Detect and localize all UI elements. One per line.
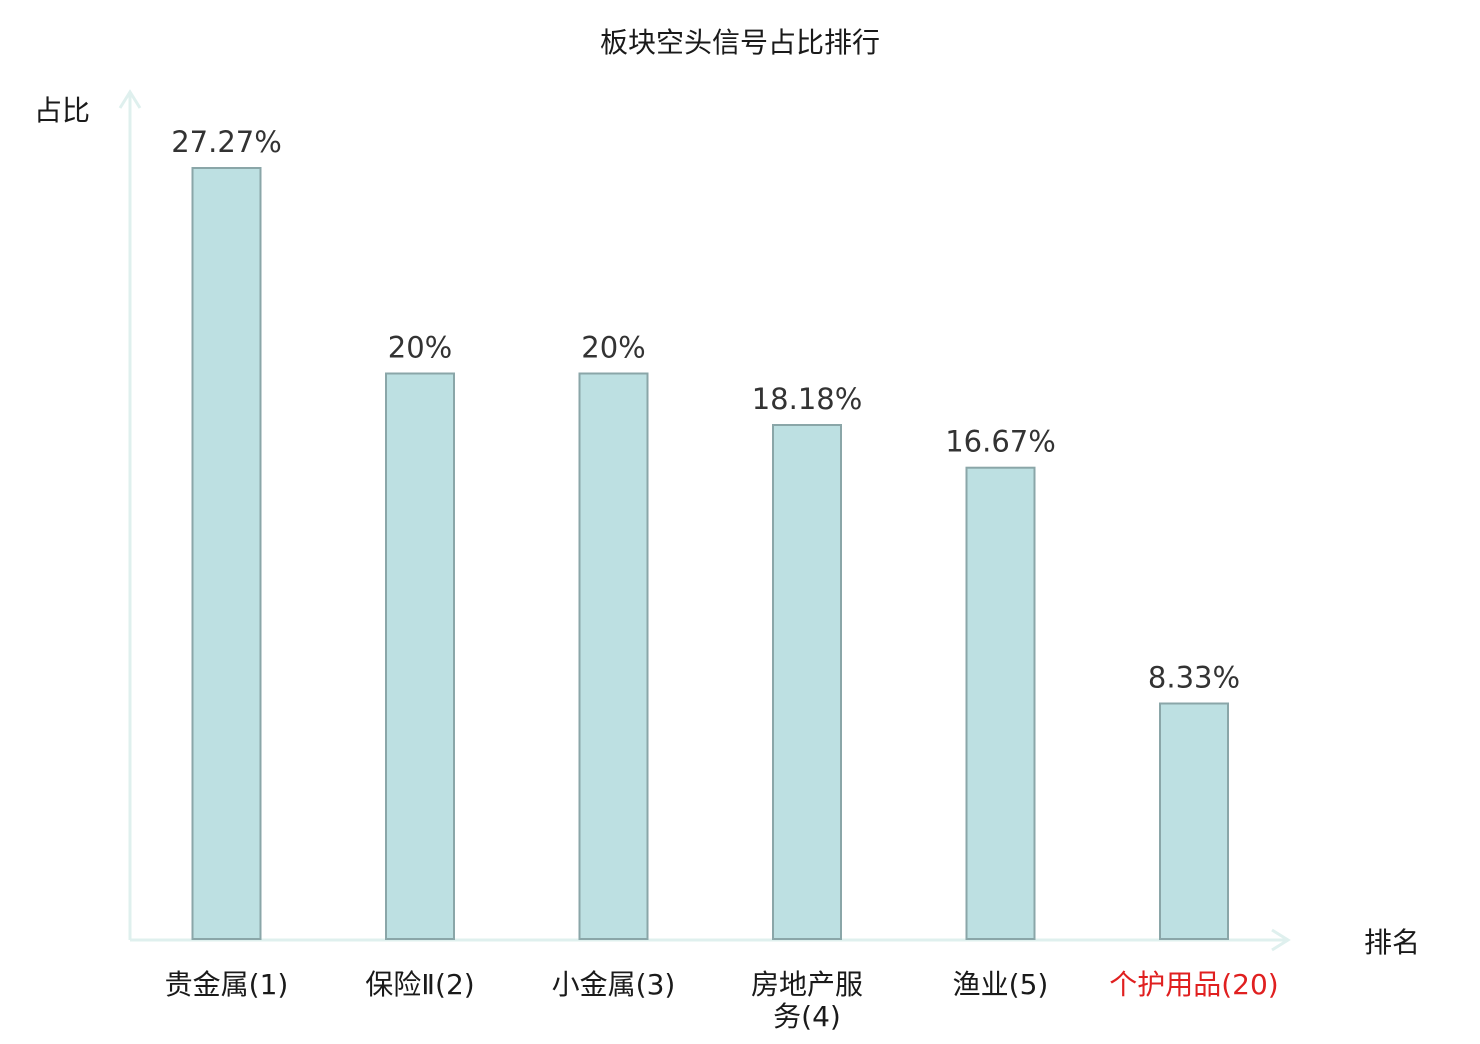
data-label-2: 20% xyxy=(581,331,645,365)
bar-0 xyxy=(191,167,262,940)
category-label-line-3-0: 房地产服 xyxy=(751,968,863,1001)
bars xyxy=(191,167,1229,940)
category-label-1: 保险Ⅱ(2) xyxy=(365,968,474,1001)
y-axis-label: 占比 xyxy=(34,94,90,127)
data-label-0: 27.27% xyxy=(171,125,282,159)
data-label-5: 8.33% xyxy=(1148,661,1240,695)
bar-1 xyxy=(385,372,455,940)
bar-2 xyxy=(578,372,649,940)
y-axis-arrow xyxy=(118,89,142,109)
x-axis-label: 排名 xyxy=(1364,926,1420,959)
data-label-4: 16.67% xyxy=(945,425,1056,459)
category-label-line-1-0: 保险Ⅱ(2) xyxy=(365,968,474,1001)
category-label-line-2-0: 小金属(3) xyxy=(552,968,676,1001)
category-label-5: 个护用品(20) xyxy=(1109,968,1278,1001)
category-label-line-3-1: 务(4) xyxy=(773,1000,841,1033)
bar-3 xyxy=(772,424,842,940)
category-label-line-4-0: 渔业(5) xyxy=(953,968,1049,1001)
data-labels: 27.27% 20% 20% 18.18% 16.67% 8.33% xyxy=(171,125,1240,695)
data-label-3: 18.18% xyxy=(752,382,863,416)
category-label-4: 渔业(5) xyxy=(953,968,1049,1001)
data-label-1: 20% xyxy=(388,331,452,365)
category-label-0: 贵金属(1) xyxy=(165,968,289,1001)
x-axis-arrow xyxy=(1271,928,1291,952)
category-labels: 贵金属(1) 保险Ⅱ(2) 小金属(3) 房地产服务(4) 渔业(5) 个护用品(20) xyxy=(165,968,1279,1033)
bar-4 xyxy=(965,466,1036,940)
category-label-line-0-0: 贵金属(1) xyxy=(165,968,289,1001)
category-label-2: 小金属(3) xyxy=(552,968,676,1001)
bar-5 xyxy=(1159,702,1229,940)
category-label-3: 房地产服务(4) xyxy=(751,968,863,1033)
chart-title: 板块空头信号占比排行 xyxy=(600,26,880,59)
category-label-line-5-0: 个护用品(20) xyxy=(1109,968,1278,1001)
axes xyxy=(118,89,1291,952)
